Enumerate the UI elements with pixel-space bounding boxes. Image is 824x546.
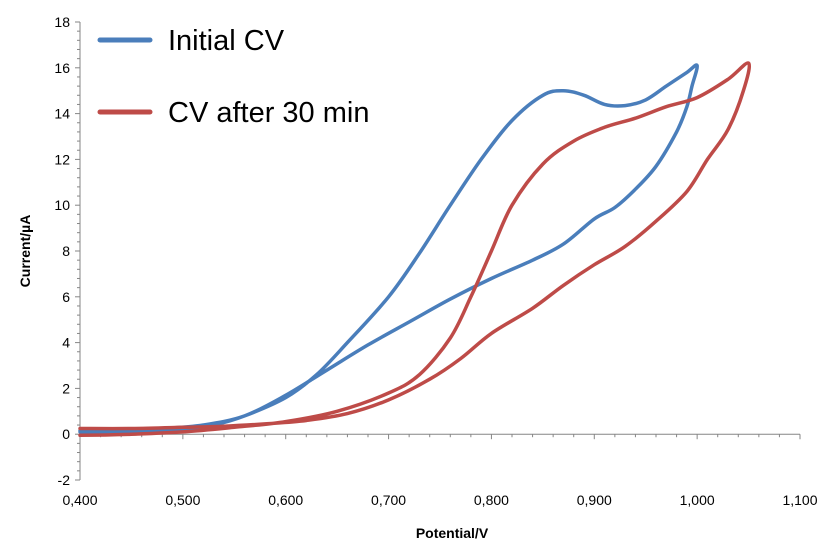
series-layer	[78, 61, 752, 438]
legend: Initial CV CV after 30 min	[97, 25, 369, 129]
y-tick-label: 18	[54, 14, 70, 30]
y-tick-label: 2	[62, 380, 70, 396]
y-tick-label: 6	[62, 289, 70, 305]
y-tick-label: 4	[62, 335, 70, 351]
x-tick-label: 0,900	[577, 492, 612, 508]
series-line-cv-after-30-min	[78, 61, 752, 438]
x-tick-label: 1,100	[782, 492, 817, 508]
y-tick-label: 0	[62, 426, 70, 442]
x-tick-label: 0,500	[165, 492, 200, 508]
legend-label-cv-after-30-min: CV after 30 min	[168, 97, 369, 129]
x-tick-label: 0,800	[474, 492, 509, 508]
y-tick-label: 16	[54, 60, 70, 76]
x-axis-title: Potential/V	[416, 525, 489, 541]
legend-label-initial-cv: Initial CV	[168, 25, 285, 57]
y-tick-label: 14	[54, 106, 70, 122]
y-tick-label: 8	[62, 243, 70, 259]
x-tick-label: 0,700	[371, 492, 406, 508]
x-tick-label: 1,000	[680, 492, 715, 508]
axes: -2 0 2 4 6 8 10 12 14 16 18 0,400 0,500 0,600 0,700 0,8…	[54, 14, 817, 508]
series-line-initial-cv	[78, 63, 699, 434]
y-tick-label: 10	[54, 197, 70, 213]
y-tick-label: 12	[54, 151, 70, 167]
y-axis-title: Current/µA	[17, 215, 33, 288]
x-tick-label: 0,600	[268, 492, 303, 508]
y-tick-label: -2	[58, 472, 71, 488]
x-tick-label: 0,400	[62, 492, 97, 508]
